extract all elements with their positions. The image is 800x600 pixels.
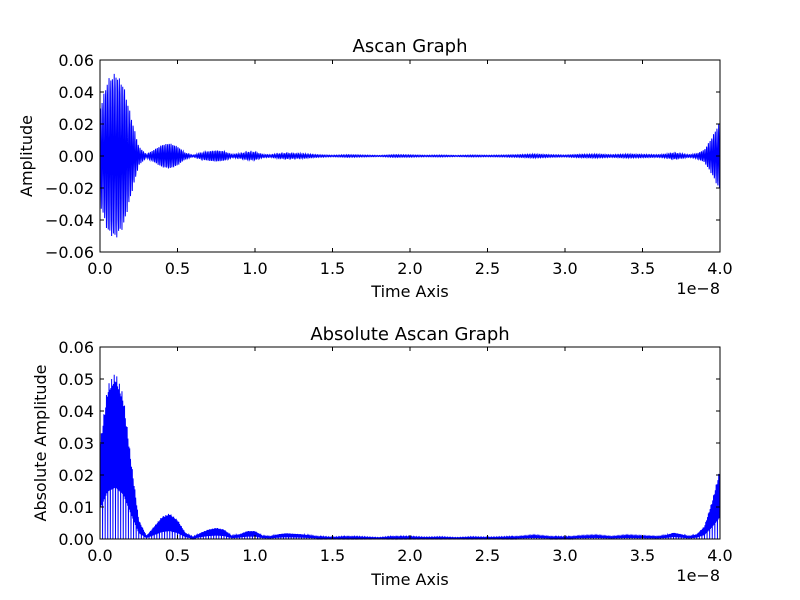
ascan-title: Ascan Graph [353, 36, 468, 57]
ascan-signal-path [99, 73, 721, 238]
y-tick-label: −0.04 [45, 211, 94, 230]
y-tick-label: 0.06 [58, 51, 94, 70]
x-tick-label: 0.0 [87, 546, 112, 565]
y-tick-label: 0.00 [58, 147, 94, 166]
absolute-ascan-x-ticks: 0.0 0.5 1.0 1.5 2.0 2.5 3.0 3.5 4.0 [87, 347, 733, 565]
ascan-series-line [99, 73, 721, 238]
y-tick-label: −0.06 [45, 243, 94, 262]
x-tick-label: 1.5 [320, 546, 345, 565]
ascan-y-ticks: −0.06 −0.04 −0.02 0.00 0.02 0.04 0.06 [45, 51, 720, 262]
x-tick-label: 3.5 [630, 259, 655, 278]
y-tick-label: 0.02 [58, 466, 94, 485]
y-tick-label: 0.06 [58, 338, 94, 357]
y-tick-label: 0.01 [58, 498, 94, 517]
y-tick-label: 0.03 [58, 434, 94, 453]
ascan-plot: Ascan Graph 0.0 0.5 1.0 1.5 2.0 2.5 3.0 3.5 4.0 … [17, 36, 733, 301]
x-tick-label: 2.0 [397, 546, 422, 565]
y-tick-label: 0.04 [58, 402, 94, 421]
x-tick-label: 2.0 [397, 259, 422, 278]
x-tick-label: 2.5 [475, 546, 500, 565]
x-tick-label: 2.5 [475, 259, 500, 278]
absolute-ascan-ylabel: Absolute Amplitude [31, 364, 50, 521]
ascan-x-offset-label: 1e−8 [676, 279, 720, 298]
y-tick-label: 0.00 [58, 530, 94, 549]
x-tick-label: 0.0 [87, 259, 112, 278]
y-tick-label: −0.02 [45, 179, 94, 198]
x-tick-label: 3.5 [630, 546, 655, 565]
absolute-ascan-x-offset-label: 1e−8 [676, 566, 720, 585]
ascan-ylabel: Amplitude [17, 115, 36, 197]
absolute-ascan-y-ticks: 0.00 0.01 0.02 0.03 0.04 0.05 0.06 [58, 338, 720, 549]
x-tick-label: 1.0 [242, 546, 267, 565]
x-tick-label: 4.0 [707, 259, 732, 278]
absolute-ascan-xlabel: Time Axis [370, 570, 448, 589]
absolute-ascan-axes-frame [99, 346, 721, 540]
y-tick-label: 0.04 [58, 83, 94, 102]
x-tick-label: 4.0 [707, 546, 732, 565]
y-tick-label: 0.02 [58, 115, 94, 134]
x-tick-label: 0.5 [165, 546, 190, 565]
x-tick-label: 1.0 [242, 259, 267, 278]
ascan-x-ticks: 0.0 0.5 1.0 1.5 2.0 2.5 3.0 3.5 4.0 [87, 60, 733, 278]
x-tick-label: 0.5 [165, 259, 190, 278]
x-tick-label: 3.0 [552, 259, 577, 278]
absolute-ascan-title: Absolute Ascan Graph [310, 324, 509, 345]
ascan-xlabel: Time Axis [370, 282, 448, 301]
absolute-ascan-series-line [99, 374, 721, 541]
x-tick-label: 1.5 [320, 259, 345, 278]
y-tick-label: 0.05 [58, 370, 94, 389]
absolute-ascan-plot: Absolute Ascan Graph 0.0 0.5 1.0 1.5 2.0 2.5 3… [31, 324, 733, 589]
x-tick-label: 3.0 [552, 546, 577, 565]
absolute-ascan-signal-path [99, 374, 721, 541]
